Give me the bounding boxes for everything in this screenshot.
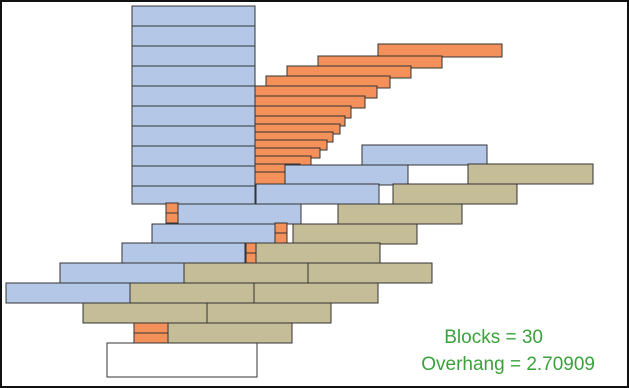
blocks-count-label: Blocks = 30 (444, 327, 543, 348)
blue-block (131, 185, 256, 205)
orange-block (165, 212, 179, 224)
tan-block (467, 163, 594, 185)
blue-block (177, 203, 302, 225)
blue-block (255, 183, 380, 205)
blue-block (131, 65, 256, 87)
orange-block (377, 43, 503, 58)
blue-block (284, 164, 409, 186)
tan-block (82, 302, 208, 324)
orange-block (254, 171, 286, 185)
blue-block (5, 282, 131, 304)
blue-block (131, 105, 256, 127)
tan-block (167, 322, 293, 344)
blue-block (131, 5, 256, 27)
orange-block (133, 332, 169, 344)
overhang-value-label: Overhang = 2.70909 (421, 354, 595, 375)
white-block (106, 342, 258, 378)
blue-block (131, 45, 256, 67)
blue-block (131, 85, 256, 107)
orange-block (133, 322, 169, 334)
blue-block (131, 165, 256, 187)
tan-block (206, 302, 332, 324)
tan-block (129, 282, 255, 304)
tan-block (292, 223, 418, 245)
blue-block (59, 262, 185, 284)
tan-block (253, 282, 379, 304)
tan-block (307, 262, 433, 284)
orange-block (274, 222, 288, 234)
blue-block (131, 125, 256, 147)
blue-block (131, 145, 256, 167)
tan-block (392, 183, 518, 205)
blue-block (131, 25, 256, 47)
orange-block (245, 242, 257, 254)
blue-block (361, 144, 488, 166)
tan-block (337, 203, 463, 225)
orange-block (245, 252, 257, 264)
tan-block (255, 242, 381, 264)
tan-block (183, 262, 309, 284)
blue-block (151, 223, 276, 245)
blue-block (121, 242, 246, 264)
block-stack (5, 5, 594, 378)
orange-block (274, 232, 288, 244)
orange-block (165, 202, 179, 214)
